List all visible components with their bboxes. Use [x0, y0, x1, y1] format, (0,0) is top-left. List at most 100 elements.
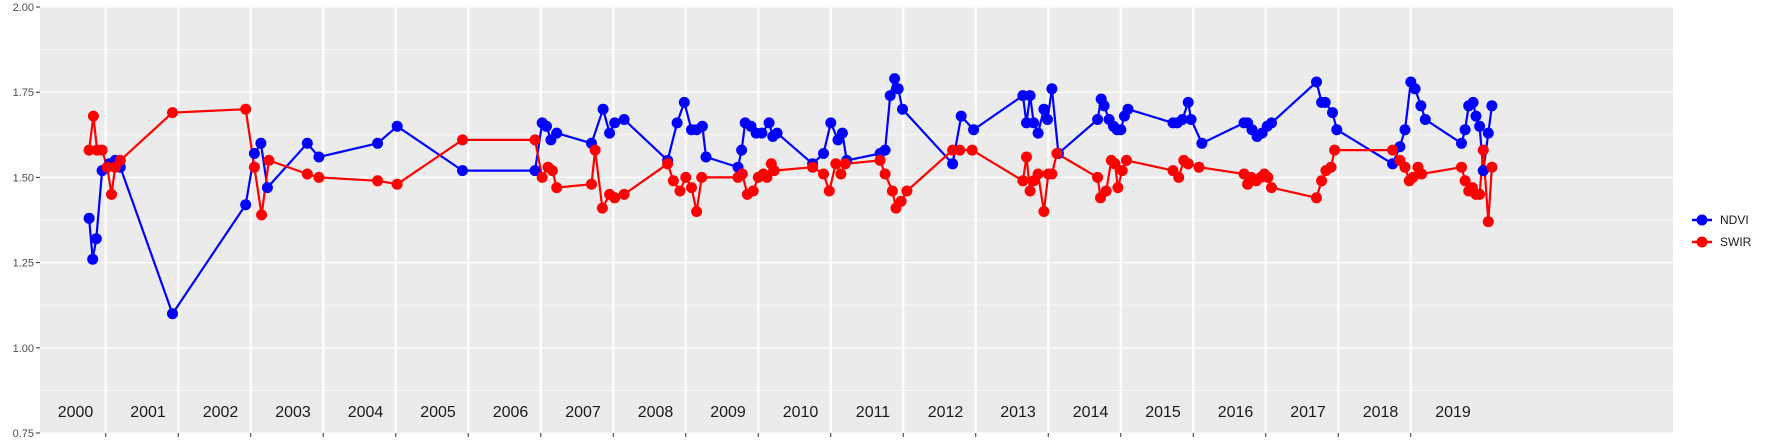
data-point-swir [618, 188, 630, 200]
data-point-ndvi [836, 127, 848, 139]
y-tick-label: 0.75 [13, 428, 34, 440]
data-point-ndvi [551, 127, 563, 139]
data-point-swir [886, 185, 898, 197]
data-point-swir [372, 175, 384, 187]
data-point-swir [106, 188, 117, 200]
data-point-swir [87, 110, 99, 122]
data-point-swir [1456, 161, 1467, 173]
year-label: 2012 [928, 404, 964, 421]
data-point-swir [835, 168, 847, 180]
data-point-swir [1407, 171, 1419, 183]
data-point-ndvi [391, 120, 403, 132]
data-point-swir [818, 168, 829, 180]
data-point-ndvi [1456, 137, 1467, 149]
data-point-swir [680, 171, 692, 183]
year-label: 2017 [1290, 404, 1326, 421]
data-point-ndvi [671, 117, 683, 129]
data-point-swir [966, 144, 978, 156]
data-point-swir [691, 206, 703, 217]
data-point-swir [96, 144, 108, 156]
data-point-swir [1325, 161, 1337, 173]
data-point-swir [1329, 144, 1341, 156]
data-point-ndvi [1182, 96, 1194, 108]
x-axis-ticks [105, 433, 1412, 437]
year-label: 2008 [638, 404, 674, 421]
data-point-swir [301, 168, 313, 180]
data-point-swir [1266, 182, 1277, 194]
data-point-ndvi [1115, 124, 1127, 136]
data-point-swir [263, 154, 275, 166]
data-point-ndvi [313, 151, 325, 163]
data-point-swir [1109, 158, 1121, 170]
data-point-ndvi [248, 148, 260, 159]
data-point-swir [1024, 185, 1036, 197]
year-label: 2015 [1145, 404, 1181, 421]
data-point-swir [589, 144, 601, 156]
data-point-ndvi [541, 120, 552, 132]
data-point-ndvi [736, 144, 748, 156]
data-point-ndvi [1319, 96, 1331, 108]
year-label: 2007 [565, 404, 601, 421]
data-point-ndvi [1038, 103, 1050, 115]
legend-item-swir: SWIR [1692, 235, 1752, 249]
data-point-swir [1038, 206, 1050, 217]
data-point-swir [391, 178, 403, 190]
data-point-ndvi [1098, 100, 1110, 112]
year-label: 2016 [1218, 404, 1254, 421]
data-point-ndvi [1185, 114, 1197, 125]
data-point-ndvi [529, 165, 541, 177]
data-point-swir [736, 168, 748, 180]
data-point-swir [686, 182, 697, 194]
data-point-ndvi [771, 127, 783, 139]
data-point-swir [609, 192, 621, 204]
data-point-ndvi [879, 144, 891, 156]
data-point-ndvi [700, 151, 712, 163]
data-point-swir [457, 134, 468, 146]
data-point-swir [1017, 175, 1029, 187]
data-point-swir [101, 161, 113, 173]
data-point-swir [830, 158, 842, 170]
data-point-ndvi [678, 96, 690, 108]
data-point-ndvi [1176, 114, 1188, 125]
data-point-swir [807, 161, 819, 173]
data-point-ndvi [947, 158, 959, 170]
data-point-swir [1046, 168, 1058, 180]
y-tick-label: 1.75 [13, 87, 34, 99]
data-point-ndvi [1024, 90, 1036, 102]
major-gridlines [40, 6, 1673, 434]
data-point-swir [1311, 192, 1322, 204]
data-point-swir [895, 195, 907, 207]
data-point-swir [596, 202, 608, 214]
data-point-swir [546, 165, 558, 177]
year-label: 2000 [58, 404, 94, 421]
data-point-swir [1387, 144, 1399, 156]
data-point-swir [313, 171, 325, 183]
data-point-ndvi [240, 199, 252, 211]
data-point-ndvi [825, 117, 837, 129]
data-point-ndvi [83, 212, 95, 224]
legend-ndvi-marker [1696, 214, 1708, 226]
data-point-ndvi [1399, 124, 1411, 136]
minor-gridlines [40, 49, 1673, 391]
data-point-ndvi [1467, 96, 1479, 108]
data-point-swir [1173, 171, 1185, 183]
data-point-ndvi [1196, 137, 1208, 149]
data-point-ndvi [696, 120, 708, 132]
legend: NDVI SWIR [1690, 208, 1770, 254]
data-point-ndvi [1046, 83, 1058, 95]
year-label: 2004 [348, 404, 384, 421]
data-point-swir [1051, 148, 1063, 159]
year-labels: 2000 2001 2002 2003 2004 2005 2006 2007 2008 2009… [58, 404, 1471, 421]
y-tick-label: 1.00 [13, 343, 34, 355]
data-point-ndvi [1486, 100, 1498, 112]
legend-item-ndvi: NDVI [1692, 213, 1749, 227]
y-tick-label: 1.50 [13, 172, 34, 184]
data-point-swir [551, 182, 563, 194]
data-point-ndvi [1042, 114, 1053, 125]
data-point-swir [1100, 185, 1112, 197]
data-point-ndvi [1415, 100, 1427, 112]
data-point-ndvi [609, 117, 621, 129]
data-point-swir [529, 134, 541, 146]
data-point-swir [1112, 182, 1124, 194]
